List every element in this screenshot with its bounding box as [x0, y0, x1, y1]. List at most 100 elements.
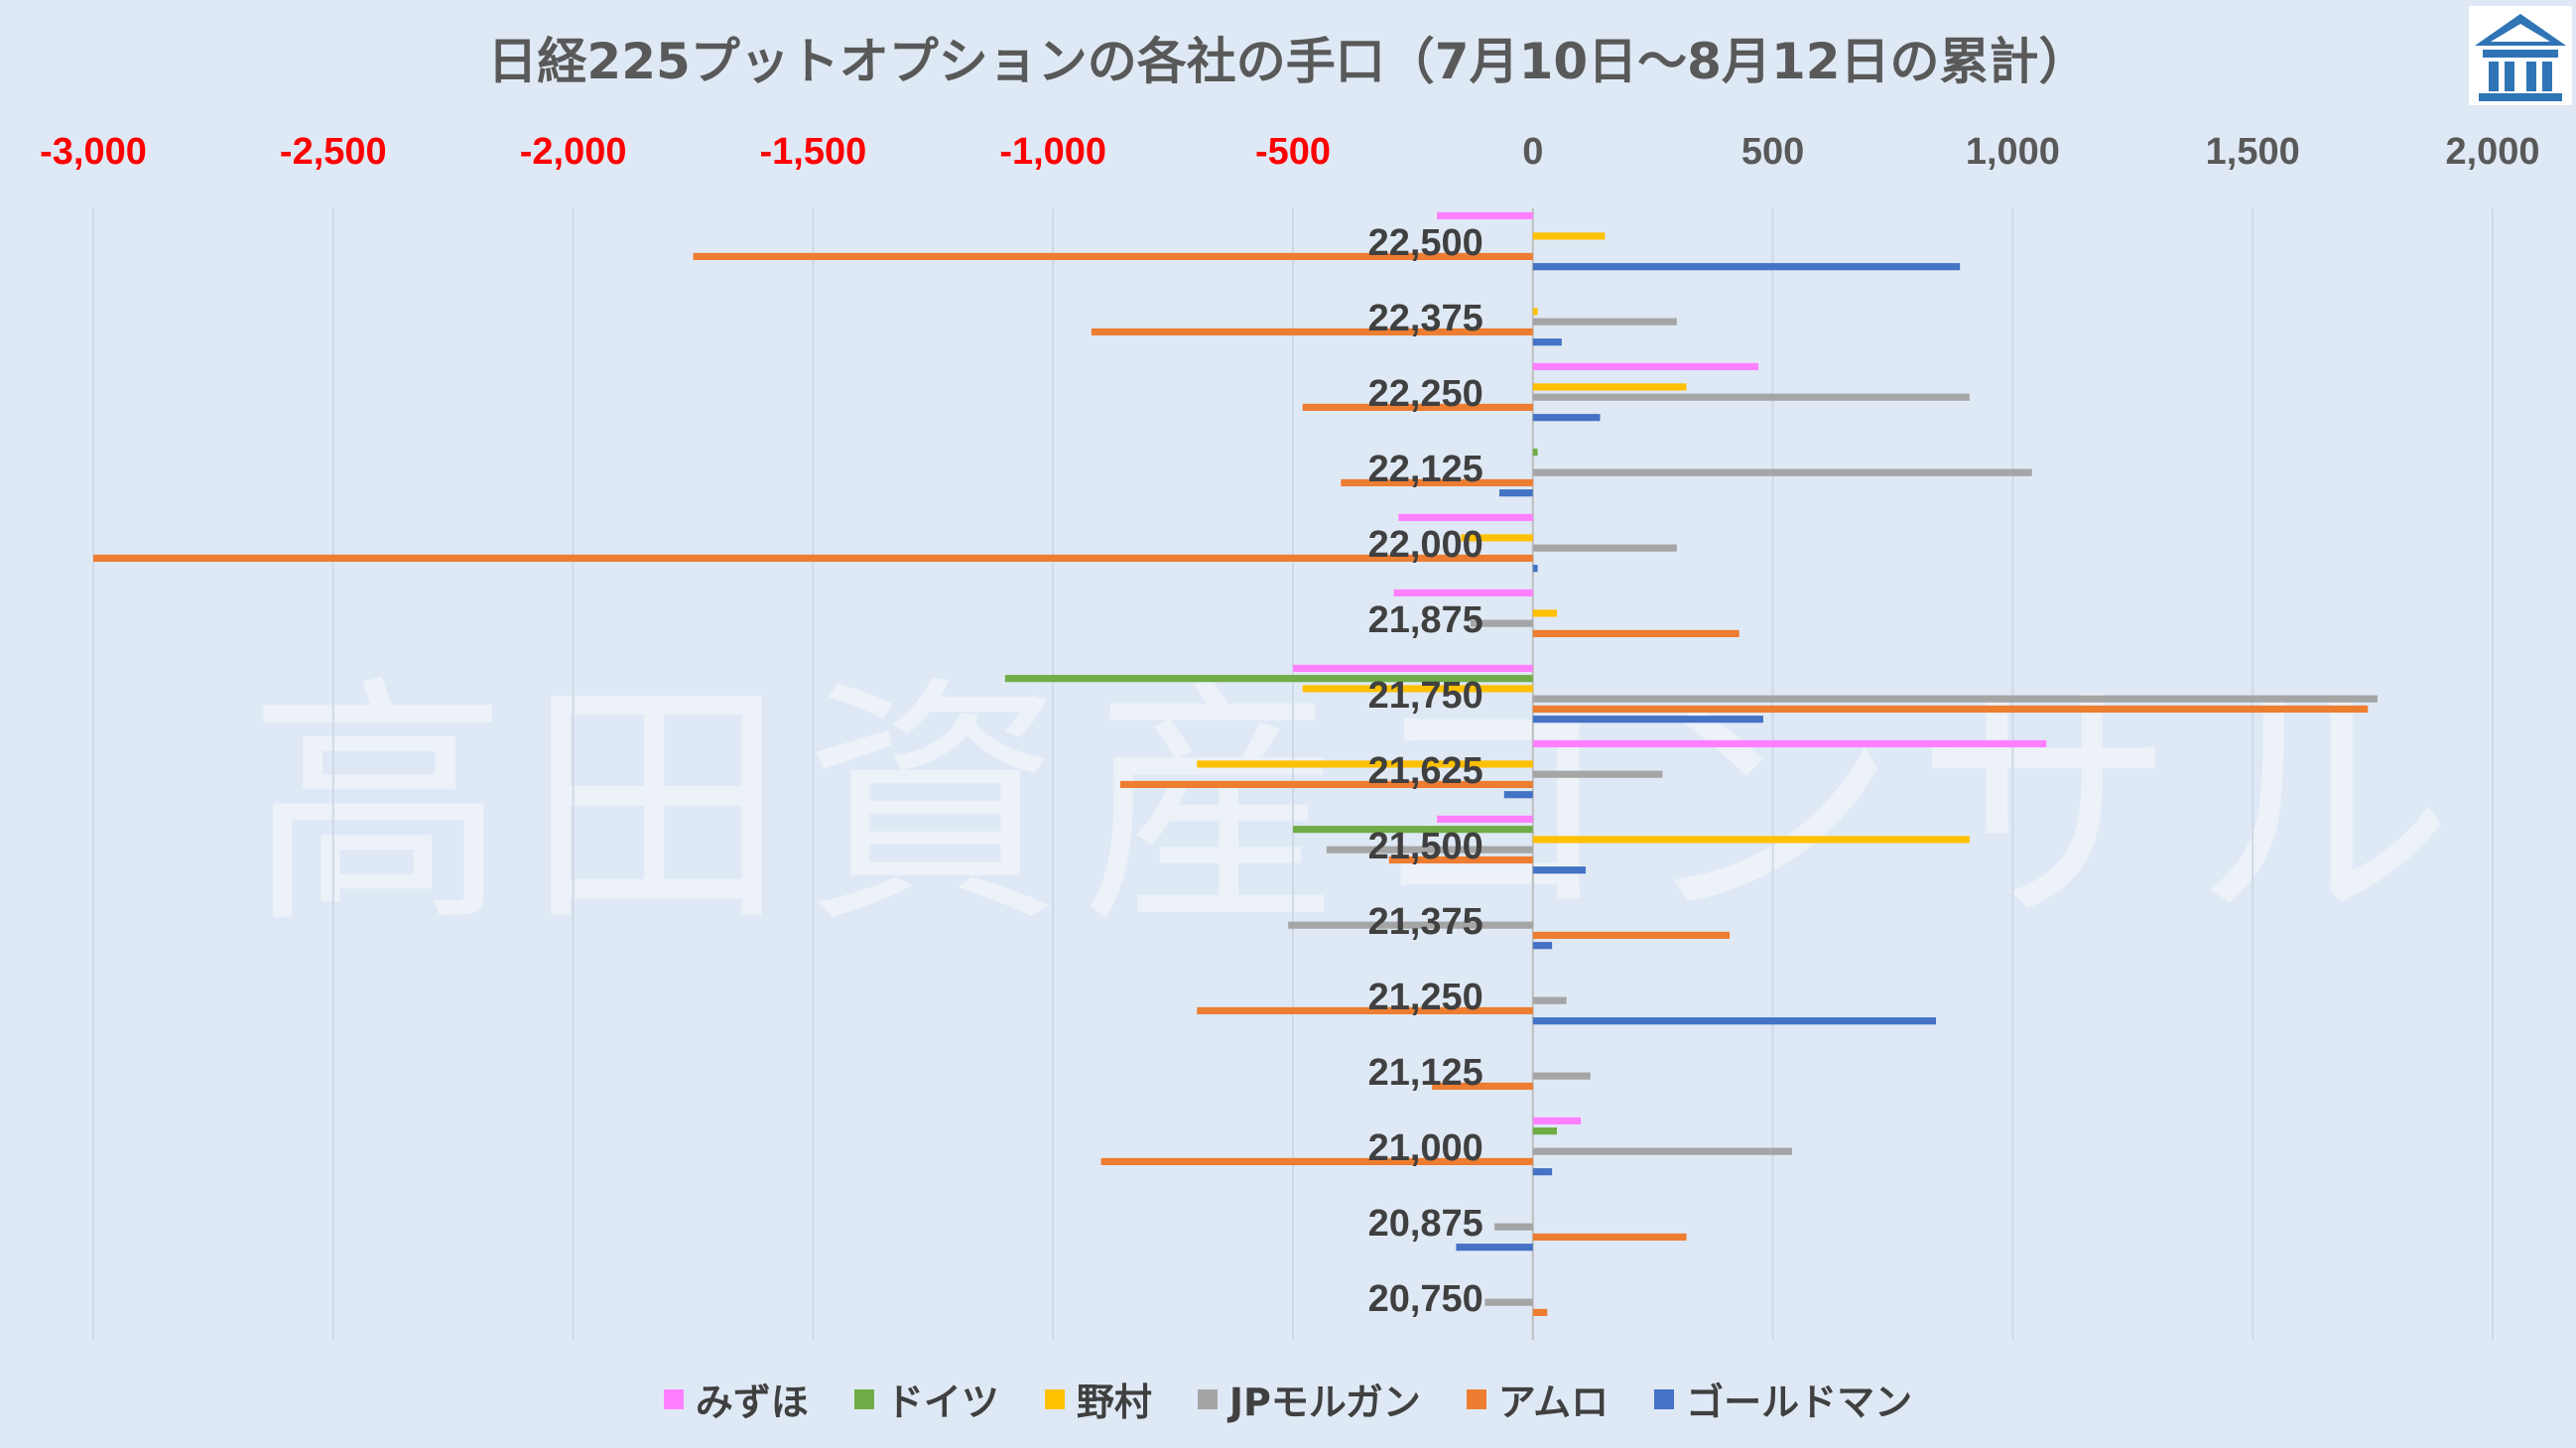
bar [1532, 308, 1538, 316]
bar [1532, 1147, 1792, 1155]
bar [1532, 609, 1557, 617]
bar [1532, 1017, 1937, 1025]
category-label: 21,125 [1368, 1052, 1483, 1094]
x-tick-label: -1,000 [999, 131, 1106, 173]
legend-swatch [1654, 1388, 1675, 1409]
legend-label: アムロ [1497, 1381, 1610, 1424]
legend-label: ドイツ [885, 1381, 999, 1424]
legend-swatch [1466, 1388, 1486, 1409]
bar [1293, 826, 1533, 834]
bar [1100, 1157, 1533, 1166]
legend-swatch [663, 1388, 684, 1409]
legend-label: みずほ [695, 1381, 809, 1424]
x-tick-label: 1,500 [2206, 131, 2300, 173]
legend-label: ゴールドマン [1686, 1381, 1913, 1424]
legend-swatch [853, 1388, 874, 1409]
bar [1532, 695, 2378, 703]
legend-label: 野村 [1076, 1381, 1152, 1424]
company-logo [2469, 6, 2572, 105]
bar [1532, 931, 1731, 940]
bar [1532, 338, 1562, 346]
bar [1532, 263, 1961, 271]
bar [1432, 1082, 1533, 1091]
bar [1532, 705, 2369, 714]
bar [1197, 1006, 1533, 1015]
bar [1470, 619, 1533, 627]
bar [1398, 513, 1533, 521]
x-tick-label: -3,000 [40, 131, 147, 173]
bar [1341, 478, 1533, 487]
category-label: 22,500 [1368, 222, 1483, 264]
bar [1437, 211, 1533, 219]
bar [1197, 760, 1533, 768]
bar [1532, 565, 1538, 573]
bar [1293, 664, 1533, 672]
x-tick-label: -1,500 [760, 131, 867, 173]
bar [1004, 675, 1533, 683]
bar [1091, 328, 1533, 336]
bar [1326, 846, 1533, 854]
legend-item: みずほ [663, 1372, 809, 1426]
bar [93, 554, 1533, 563]
category-label: 21,750 [1368, 675, 1483, 717]
bar [693, 252, 1533, 261]
legend-item: ゴールドマン [1654, 1372, 1912, 1426]
category-label: 20,875 [1368, 1203, 1483, 1245]
bar [1532, 1168, 1553, 1176]
bar [1532, 716, 1763, 724]
bar [1532, 1233, 1687, 1242]
category-label: 21,625 [1368, 750, 1483, 792]
legend-label: JPモルガン [1228, 1381, 1421, 1424]
bar [1532, 866, 1586, 874]
bar [1532, 468, 2032, 476]
bar [1532, 318, 1677, 326]
legend: みずほ ドイツ 野村 JPモルガン アムロ ゴールドマン [0, 1372, 2576, 1426]
bar [1532, 1308, 1548, 1317]
category-label: 21,250 [1368, 977, 1483, 1018]
watermark: 高田資産コンサル [248, 655, 2471, 958]
bar [1498, 489, 1533, 497]
category-label: 22,125 [1368, 449, 1483, 490]
bar [1302, 403, 1533, 412]
legend-swatch [1044, 1388, 1065, 1409]
category-label: 21,875 [1368, 599, 1483, 641]
bar [1532, 383, 1687, 391]
bar [1532, 1127, 1557, 1135]
bar [1494, 1223, 1533, 1231]
legend-item: JPモルガン [1197, 1372, 1421, 1426]
x-tick-label: -2,500 [280, 131, 387, 173]
bar [1456, 1244, 1533, 1251]
legend-item: アムロ [1466, 1372, 1610, 1426]
x-tick-label: 500 [1741, 131, 1804, 173]
bar [1532, 449, 1538, 457]
bar [1532, 232, 1606, 240]
temple-icon [2475, 14, 2566, 101]
category-label: 21,375 [1368, 901, 1483, 943]
bar [1484, 1298, 1533, 1306]
bar [1532, 544, 1677, 552]
category-label: 21,500 [1368, 826, 1483, 867]
bar [1302, 685, 1533, 693]
bar [1532, 629, 1739, 638]
bar [1532, 362, 1759, 370]
category-label: 20,750 [1368, 1278, 1483, 1320]
chart-title: 日経225プットオプションの各社の手口（7月10日～8月12日の累計） [487, 33, 2089, 90]
legend-item: 野村 [1044, 1372, 1152, 1426]
category-label: 21,000 [1368, 1127, 1483, 1169]
bar [1388, 856, 1533, 864]
bar [1532, 770, 1663, 778]
bar [1532, 1072, 1591, 1080]
x-tick-label: 0 [1522, 131, 1543, 173]
bar [1532, 996, 1567, 1004]
bar [1288, 921, 1533, 929]
legend-item: ドイツ [853, 1372, 999, 1426]
bar [1503, 791, 1533, 799]
bar-chart: -3,000 -2,500 -2,000 -1,500 -1,000 -500 0 500 1,… [40, 131, 2540, 1340]
bar [1119, 780, 1533, 789]
category-label: 22,250 [1368, 373, 1483, 415]
bar [1461, 534, 1533, 542]
bar [1532, 414, 1601, 422]
bar [1532, 942, 1553, 950]
bar [1532, 836, 1970, 844]
x-tick-label: 1,000 [1966, 131, 2060, 173]
